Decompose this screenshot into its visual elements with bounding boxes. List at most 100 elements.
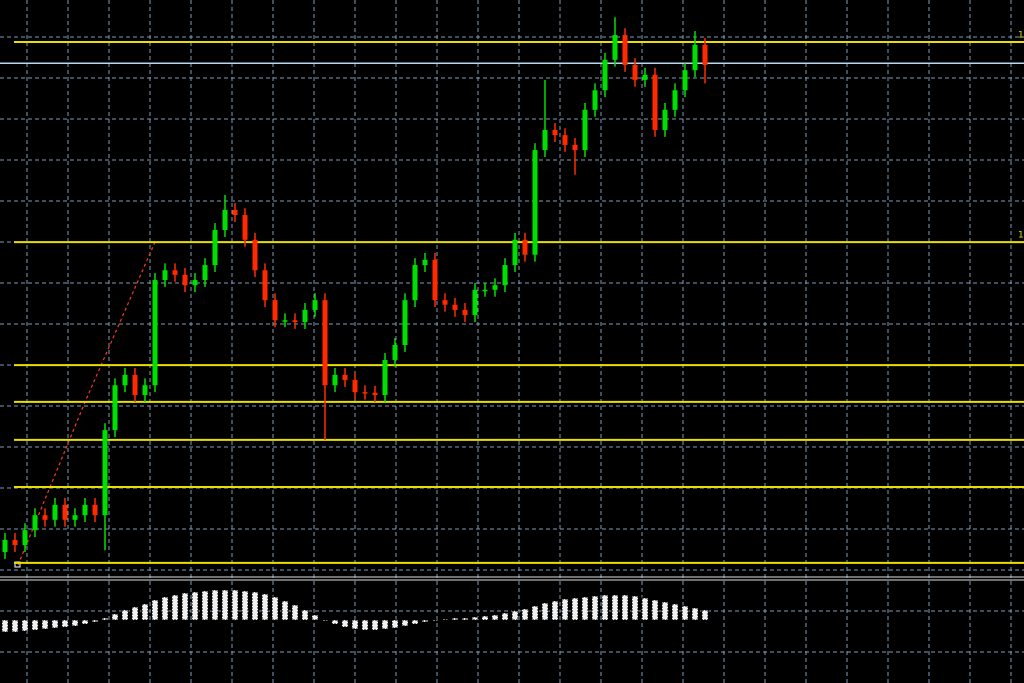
candle-body bbox=[352, 380, 358, 393]
candle-body bbox=[332, 374, 338, 386]
histogram-bar bbox=[351, 619, 359, 630]
histogram-bar bbox=[11, 619, 19, 633]
histogram-bar bbox=[41, 619, 49, 630]
candle-body bbox=[202, 265, 208, 281]
histogram-bar bbox=[701, 609, 709, 621]
histogram-bar bbox=[311, 614, 319, 621]
candle-body bbox=[292, 320, 298, 322]
candle-body bbox=[552, 129, 558, 136]
candle-body bbox=[152, 280, 158, 386]
histogram-bar bbox=[401, 619, 409, 627]
candle-body bbox=[282, 320, 288, 322]
histogram-bar bbox=[61, 619, 69, 628]
histogram-bar bbox=[671, 603, 679, 621]
candle-body bbox=[482, 289, 488, 292]
histogram-bar bbox=[411, 619, 419, 625]
histogram-bar bbox=[601, 594, 609, 621]
candle-body bbox=[382, 359, 388, 396]
histogram-bar bbox=[31, 619, 39, 631]
candle-body bbox=[442, 300, 448, 305]
candle-body bbox=[322, 300, 328, 386]
histogram-bar bbox=[301, 609, 309, 621]
histogram-bar bbox=[371, 619, 379, 631]
candle-body bbox=[122, 374, 128, 386]
candle-body bbox=[452, 304, 458, 310]
candle-body bbox=[172, 270, 178, 275]
candle-body bbox=[12, 539, 18, 546]
candle-body bbox=[182, 274, 188, 286]
histogram-bar bbox=[181, 592, 189, 621]
candle-body bbox=[142, 385, 148, 396]
candle-body bbox=[262, 270, 268, 301]
candle-body bbox=[502, 265, 508, 286]
histogram-bar bbox=[431, 619, 439, 622]
candle-body bbox=[652, 74, 658, 130]
candle-body bbox=[662, 109, 668, 130]
candle-body bbox=[72, 515, 78, 520]
histogram-bar bbox=[491, 614, 499, 621]
level-label: 1 bbox=[1018, 231, 1024, 241]
candle-body bbox=[582, 109, 588, 151]
candle-body bbox=[512, 239, 518, 266]
histogram-bar bbox=[231, 589, 239, 621]
histogram-bar bbox=[81, 619, 89, 625]
histogram-bar bbox=[321, 619, 329, 622]
histogram-bar bbox=[121, 609, 129, 621]
candle-body bbox=[522, 239, 528, 255]
histogram-bar bbox=[361, 619, 369, 631]
candle-body bbox=[602, 59, 608, 91]
histogram-bar bbox=[191, 591, 199, 621]
histogram-bar bbox=[631, 595, 639, 621]
histogram-bar bbox=[171, 594, 179, 621]
level-label: 1 bbox=[1018, 30, 1024, 40]
candle-body bbox=[592, 90, 598, 110]
candle-body bbox=[212, 230, 218, 266]
histogram-bar bbox=[521, 608, 529, 621]
histogram-bar bbox=[141, 603, 149, 621]
histogram-bar bbox=[151, 599, 159, 621]
candle-body bbox=[242, 215, 248, 240]
candle-body bbox=[682, 70, 688, 91]
candle-body bbox=[702, 44, 708, 65]
histogram-bar bbox=[621, 594, 629, 621]
candle-body bbox=[222, 209, 228, 230]
candle-body bbox=[32, 515, 38, 531]
candle-body bbox=[402, 300, 408, 345]
candle-body bbox=[22, 530, 28, 546]
histogram-bar bbox=[551, 600, 559, 621]
candle-body bbox=[312, 300, 318, 310]
candle-body bbox=[642, 74, 648, 80]
histogram-bar bbox=[381, 619, 389, 630]
histogram-bar bbox=[261, 593, 269, 621]
histogram-bar bbox=[271, 596, 279, 621]
histogram-bar bbox=[641, 597, 649, 621]
candle-body bbox=[632, 64, 638, 80]
histogram-bar bbox=[461, 617, 469, 621]
histogram-bar bbox=[471, 616, 479, 621]
candle-body bbox=[272, 300, 278, 321]
candle-body bbox=[302, 309, 308, 322]
candle-body bbox=[372, 392, 378, 396]
histogram-bar bbox=[421, 619, 429, 623]
candle-body bbox=[52, 504, 58, 520]
histogram-bar bbox=[241, 590, 249, 621]
histogram-bar bbox=[71, 619, 79, 627]
candle-body bbox=[102, 430, 108, 516]
histogram-bar bbox=[341, 619, 349, 628]
candle-body bbox=[192, 280, 198, 286]
histogram-bar bbox=[591, 595, 599, 621]
histogram-bar bbox=[281, 600, 289, 621]
candle-body bbox=[252, 239, 258, 271]
candle-body bbox=[462, 309, 468, 316]
candle-body bbox=[422, 259, 428, 266]
candle-body bbox=[92, 504, 98, 516]
histogram-bar bbox=[101, 617, 109, 621]
histogram-bar bbox=[441, 618, 449, 621]
candle-body bbox=[672, 90, 678, 110]
candle-body bbox=[362, 392, 368, 394]
histogram-bar bbox=[331, 619, 339, 625]
histogram-bar bbox=[481, 615, 489, 621]
histogram-bar bbox=[221, 589, 229, 621]
histogram-bar bbox=[541, 602, 549, 621]
